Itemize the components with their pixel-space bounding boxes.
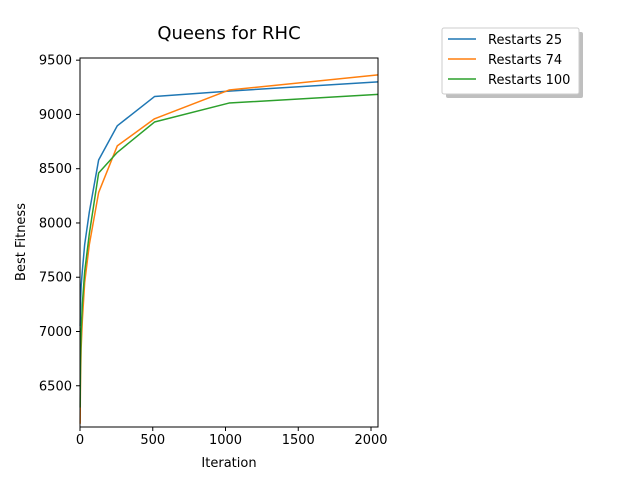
y-tick-label: 8500: [39, 162, 72, 177]
x-tick-label: 500: [140, 433, 165, 448]
y-tick-label: 9000: [39, 108, 72, 123]
y-tick-label: 7500: [39, 271, 72, 286]
plot-area: [80, 58, 378, 427]
y-axis-label: Best Fitness: [14, 203, 29, 281]
legend-box: [441, 27, 580, 95]
x-tick-label: 2000: [354, 433, 387, 448]
x-tick-label: 1500: [282, 433, 315, 448]
tick-layer: 0 500 1000 1500 2000 6500 7000 7500 8000 8500 9000…: [39, 54, 388, 448]
series-layer: [79, 74, 379, 424]
x-tick-label: 0: [76, 433, 84, 448]
legend-label-3: Restarts 100: [488, 73, 570, 88]
chart-title: Queens for RHC: [157, 23, 300, 44]
x-axis-label: Iteration: [201, 456, 256, 471]
series-line-1: [79, 81, 379, 327]
legend-label-1: Restarts 25: [488, 33, 562, 48]
y-tick-label: 6500: [39, 379, 72, 394]
legend: Restarts 25 Restarts 74 Restarts 100: [441, 27, 583, 98]
y-tick-label: 7000: [39, 325, 72, 340]
legend-items: Restarts 25 Restarts 74 Restarts 100: [448, 33, 570, 88]
legend-label-2: Restarts 74: [488, 53, 562, 68]
y-tick-label: 9500: [39, 54, 72, 69]
y-tick-label: 8000: [39, 216, 72, 231]
x-tick-label: 1000: [209, 433, 242, 448]
series-line-3: [79, 93, 379, 408]
plot-frame: [79, 57, 379, 428]
